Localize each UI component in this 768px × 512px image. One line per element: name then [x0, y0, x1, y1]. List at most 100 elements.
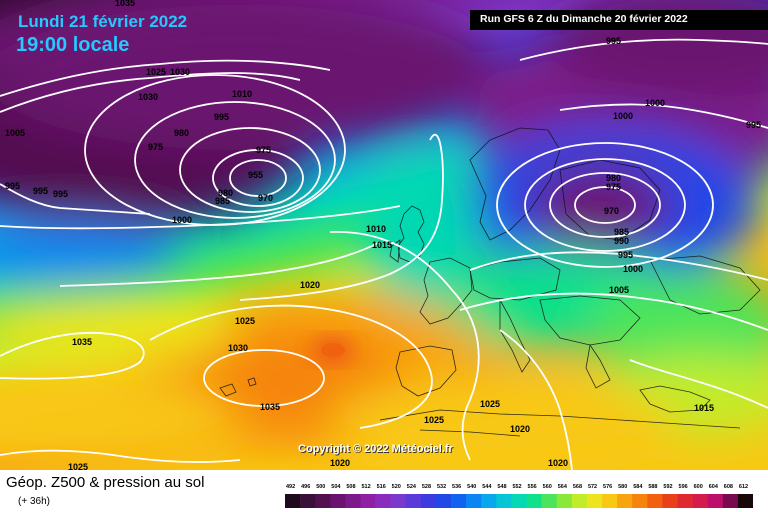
colorbar-swatch — [405, 494, 422, 508]
isobar-label: 990 — [614, 236, 629, 246]
legend-title: Géop. Z500 & pression au sol — [6, 474, 205, 491]
isobar-label: 1035 — [72, 337, 92, 347]
coastlines — [219, 127, 761, 437]
colorbar-tick-label: 516 — [377, 484, 386, 490]
isobar-label: 985 — [614, 227, 629, 237]
geopotential-field — [0, 0, 768, 465]
colorbar-swatch — [315, 494, 331, 508]
isobar-label: 970 — [604, 206, 619, 216]
isobar-label: 995 — [606, 36, 621, 46]
colorbar-swatch — [481, 494, 497, 508]
colorbar-swatch — [285, 494, 301, 508]
colorbar-swatch — [345, 494, 361, 508]
colorbar-swatch — [300, 494, 316, 508]
colorbar-tick-label: 512 — [361, 484, 370, 490]
isobar-label: 995 — [746, 120, 761, 130]
colorbar-swatch — [556, 494, 573, 508]
colorbar-swatch — [375, 494, 391, 508]
colorbar-swatch — [451, 494, 467, 508]
isobar-label: 980 — [218, 188, 233, 198]
isobar-label: 1030 — [170, 67, 190, 77]
colorbar-tick-label: 552 — [512, 484, 521, 490]
isobar-label: 1015 — [694, 403, 714, 413]
isobar-label: 1035 — [115, 0, 135, 8]
colorbar-swatch — [571, 494, 588, 508]
colorbar-swatch — [420, 494, 437, 508]
isobar-label: 1020 — [5, 0, 25, 2]
isobar-label: 1025 — [68, 462, 88, 470]
isobar-label: 1000 — [613, 111, 633, 121]
valid-time: 19:00 locale — [16, 34, 130, 56]
colorbar-swatch — [662, 494, 678, 508]
isobar-label: 1005 — [609, 285, 629, 295]
isobar-label: 1020 — [300, 280, 320, 290]
isobar-label: 995 — [5, 181, 20, 191]
run-label: Run GFS 6 Z du Dimanche 20 février 2022 — [480, 13, 688, 25]
isobar-label: 995 — [618, 250, 633, 260]
colorbar-swatch — [330, 494, 346, 508]
copyright-text: Copyright © 2022 Météociel.fr — [298, 443, 453, 455]
isobar-label: 1025 — [235, 316, 255, 326]
colorbar-tick-label: 492 — [286, 484, 295, 490]
isobar-label: 995 — [33, 186, 48, 196]
colorbar-tick-label: 596 — [679, 484, 688, 490]
colorbar-tick-label: 524 — [407, 484, 417, 490]
isobar-labels: 1035 1020 1025 1030 1030 1010 995 980 97… — [5, 0, 761, 470]
colorbar-tick-label: 608 — [724, 484, 733, 490]
colorbar-tick-label: 548 — [497, 484, 506, 490]
colorbar-swatch — [707, 494, 724, 508]
colorbar-swatch — [390, 494, 407, 508]
colorbar-tick-label: 544 — [482, 484, 492, 490]
isobar-label: 1035 — [260, 402, 280, 412]
isobar-label: 975 — [148, 142, 163, 152]
colorbar-swatch — [511, 494, 527, 508]
colorbar-swatch — [526, 494, 542, 508]
isobar-label: 1010 — [232, 89, 252, 99]
isobar-label: 1005 — [5, 128, 25, 138]
colorbar-tick-label: 536 — [452, 484, 461, 490]
colorbar-swatch — [677, 494, 693, 508]
isobar-label: 1020 — [548, 458, 568, 468]
colorbar-swatch — [496, 494, 512, 508]
colorbar-tick-label: 560 — [543, 484, 552, 490]
colorbar-swatch — [632, 494, 648, 508]
colorbar-tick-label: 592 — [663, 484, 672, 490]
colorbar-swatch — [722, 494, 739, 508]
isobar-label: 970 — [258, 193, 273, 203]
isobar-label: 1030 — [138, 92, 158, 102]
colorbar-tick-label: 564 — [558, 484, 568, 490]
isobar-label: 1020 — [510, 424, 530, 434]
colorbar-tick-label: 528 — [422, 484, 431, 490]
colorbar-swatch — [647, 494, 663, 508]
run-banner — [470, 10, 768, 30]
colorbar-tick-label: 568 — [573, 484, 582, 490]
isobar-label: 1000 — [645, 98, 665, 108]
isobar-label: 1010 — [366, 224, 386, 234]
isobar-label: 1020 — [330, 458, 350, 468]
colorbar-tick-label: 500 — [316, 484, 325, 490]
isobar-label: 955 — [248, 170, 263, 180]
colorbar-tick-label: 504 — [331, 484, 341, 490]
colorbar-tick-label: 588 — [648, 484, 657, 490]
colorbar: 492 496 500 504 508 512 516 520 524 528 532 536 540 5… — [285, 484, 753, 508]
colorbar-swatch — [692, 494, 709, 508]
colorbar-swatch — [466, 494, 482, 508]
colorbar-swatch — [586, 494, 603, 508]
isobar-label: 980 — [174, 128, 189, 138]
forecast-lead-time: (+ 36h) — [18, 496, 50, 507]
isobar-label: 1025 — [146, 67, 166, 77]
isobar-label: 1000 — [623, 264, 643, 274]
colorbar-tick-label: 520 — [392, 484, 401, 490]
colorbar-swatch — [360, 494, 376, 508]
valid-date: Lundi 21 février 2022 — [18, 12, 188, 31]
isobar-label: 1025 — [424, 415, 444, 425]
isobars — [0, 38, 768, 470]
colorbar-tick-label: 604 — [709, 484, 719, 490]
colorbar-swatch — [737, 494, 753, 508]
colorbar-tick-label: 612 — [739, 484, 748, 490]
isobar-label: 1015 — [372, 240, 392, 250]
colorbar-tick-label: 508 — [346, 484, 355, 490]
colorbar-tick-label: 584 — [633, 484, 643, 490]
isobar-label: 995 — [214, 112, 229, 122]
